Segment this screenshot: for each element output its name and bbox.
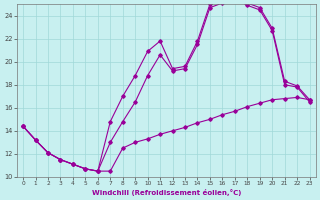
X-axis label: Windchill (Refroidissement éolien,°C): Windchill (Refroidissement éolien,°C) <box>92 189 241 196</box>
